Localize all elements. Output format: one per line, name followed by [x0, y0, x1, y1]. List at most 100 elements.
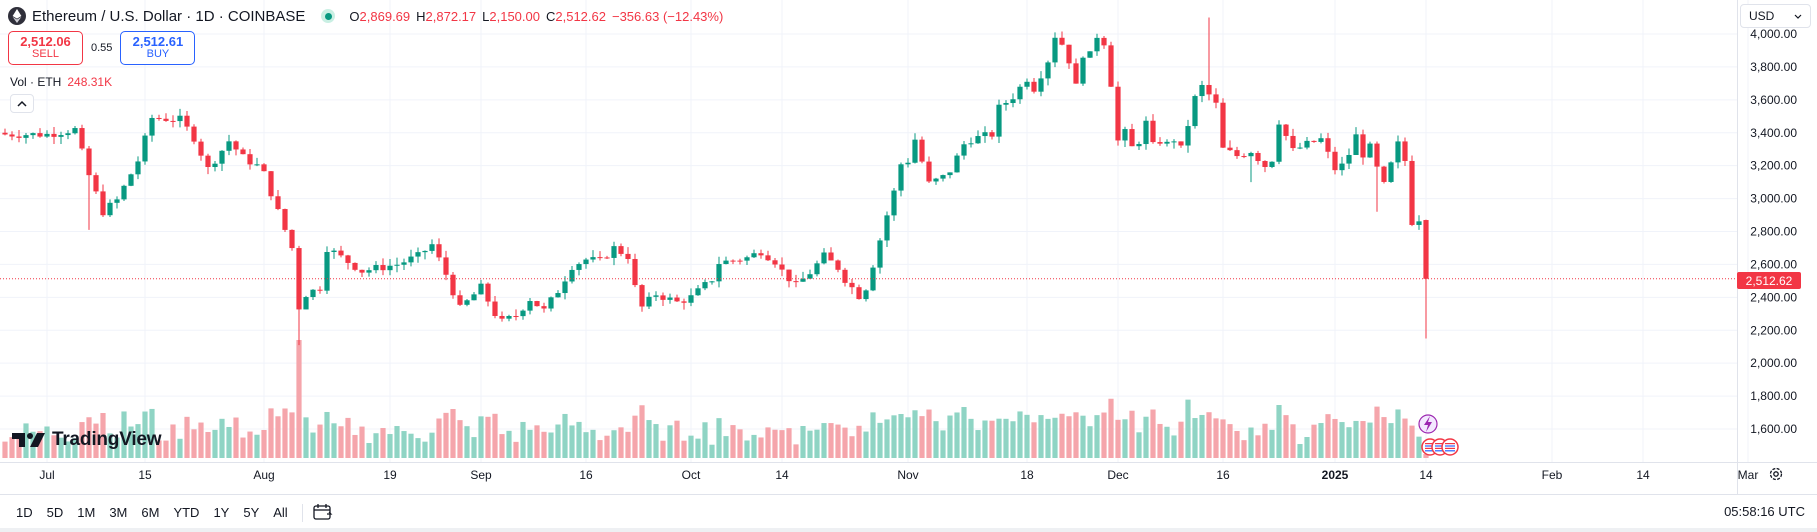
candle-body: [310, 289, 316, 298]
candle-body: [121, 185, 127, 200]
volume-bar: [555, 424, 561, 458]
range-all-button[interactable]: All: [273, 505, 288, 520]
sell-button[interactable]: 2,512.06 SELL: [8, 31, 83, 65]
volume-bar: [1192, 418, 1198, 458]
volume-bar: [940, 430, 946, 458]
candle-body: [387, 265, 393, 271]
range-5y-button[interactable]: 5Y: [243, 505, 260, 520]
candle-body: [212, 163, 218, 168]
candle-body: [1283, 124, 1289, 136]
candle-body: [86, 148, 92, 176]
volume-bar: [219, 418, 225, 458]
utc-clock[interactable]: 05:58:16 UTC: [1724, 504, 1805, 519]
lightning-event-icon[interactable]: [1418, 414, 1438, 434]
candle-body: [639, 285, 645, 307]
volume-bar: [1318, 423, 1324, 458]
candle-body: [653, 295, 659, 297]
range-5d-button[interactable]: 5D: [46, 505, 64, 520]
tradingview-logo[interactable]: TradingView: [12, 429, 162, 451]
candle-body: [604, 257, 610, 259]
candle-body: [198, 141, 204, 156]
candle-body: [527, 301, 533, 311]
volume-bar: [639, 405, 645, 458]
candle-body: [702, 282, 708, 289]
volume-bar: [23, 423, 29, 458]
volume-bar: [1283, 415, 1289, 458]
candle-body: [737, 260, 743, 262]
candle-body: [1045, 62, 1051, 79]
range-1d-button[interactable]: 1D: [16, 505, 33, 520]
us-flag-event-icon[interactable]: [1441, 438, 1459, 456]
volume-bar: [1262, 423, 1268, 458]
chevron-up-icon: [17, 100, 27, 107]
volume-bar: [1402, 418, 1408, 458]
candle-body: [492, 301, 498, 316]
volume-bar: [247, 431, 253, 458]
volume-bar: [849, 436, 855, 458]
candle-body: [660, 295, 666, 300]
candle-body: [282, 209, 288, 230]
candle-body: [1311, 140, 1317, 142]
volume-bar: [548, 432, 554, 458]
time-axis-label: Jul: [39, 468, 54, 482]
candle-body: [814, 263, 820, 275]
candle-body: [72, 128, 78, 134]
candle-body: [268, 171, 274, 197]
time-axis-label: Oct: [682, 468, 701, 482]
price-axis-label: 2,200.00: [1750, 323, 1797, 337]
volume-bar: [387, 434, 393, 458]
buy-button[interactable]: 2,512.61 BUY: [120, 31, 196, 65]
candle-body: [485, 283, 491, 302]
candle-body: [625, 253, 631, 259]
volume-bar: [331, 423, 337, 458]
volume-bar: [177, 438, 183, 458]
candle-body: [1290, 135, 1296, 149]
volume-bar: [275, 416, 281, 458]
candle-body: [1318, 138, 1324, 142]
range-1m-button[interactable]: 1M: [77, 505, 96, 520]
candle-body: [1332, 151, 1338, 171]
volume-bar: [289, 412, 295, 458]
range-3m-button[interactable]: 3M: [109, 505, 128, 520]
collapse-legend-button[interactable]: [10, 94, 34, 113]
candle-body: [450, 274, 456, 296]
candle-body: [877, 240, 883, 268]
gear-icon[interactable]: [1768, 466, 1784, 482]
volume-legend[interactable]: Vol · ETH 248.31K: [10, 75, 112, 89]
volume-bar: [51, 435, 57, 458]
candle-body: [534, 301, 540, 307]
candle-body: [1010, 99, 1016, 104]
candle-body: [569, 269, 575, 282]
currency-selector[interactable]: USD: [1740, 4, 1811, 28]
volume-bar: [541, 431, 547, 458]
symbol-title[interactable]: Ethereum / U.S. Dollar · 1D · COINBASE: [32, 7, 306, 25]
volume-bar: [968, 418, 974, 458]
time-axis-label: Aug: [253, 468, 274, 482]
volume-bar: [429, 432, 435, 458]
volume-bar: [282, 408, 288, 458]
volume-bar: [233, 417, 239, 458]
range-6m-button[interactable]: 6M: [141, 505, 160, 520]
volume-bar: [1395, 409, 1401, 458]
calendar-range-icon[interactable]: [312, 502, 334, 522]
volume-bar: [1199, 414, 1205, 458]
volume-bar: [926, 409, 932, 458]
volume-bar: [807, 430, 813, 458]
time-axis-label: Mar: [1738, 468, 1759, 482]
price-axis-label: 3,000.00: [1750, 192, 1797, 206]
volume-bar: [1290, 424, 1296, 458]
volume-bar: [653, 424, 659, 458]
volume-bar: [583, 432, 589, 458]
volume-bar: [702, 422, 708, 458]
candle-body: [695, 288, 701, 296]
volume-bar: [891, 415, 897, 458]
candle-body: [1360, 134, 1366, 158]
candle-body: [611, 246, 617, 258]
spread-value: 0.55: [91, 42, 113, 54]
volume-bar: [1178, 421, 1184, 458]
candle-body: [1402, 141, 1408, 161]
range-1y-button[interactable]: 1Y: [213, 505, 230, 520]
range-ytd-button[interactable]: YTD: [173, 505, 200, 520]
